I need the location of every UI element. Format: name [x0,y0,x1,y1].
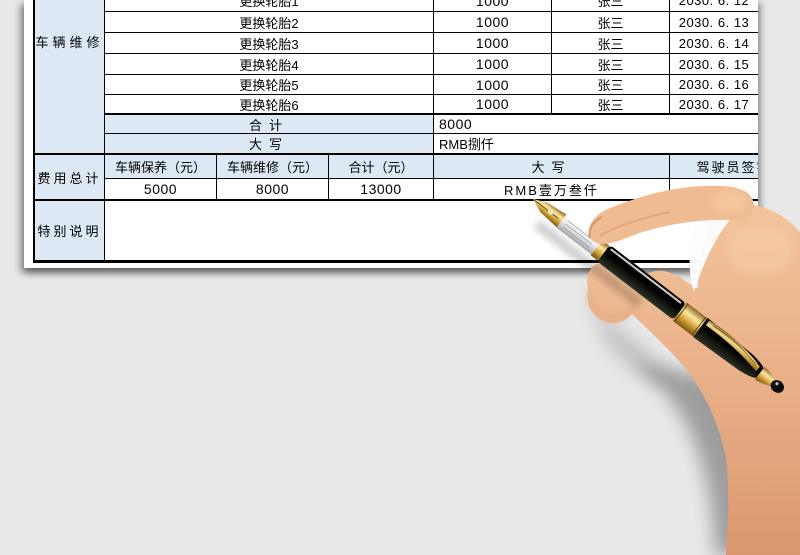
person-cell[interactable]: 张三 [552,95,670,114]
subtotal-label: 合计 [105,114,434,134]
date-cell[interactable]: 2030. 6. 17 [670,95,758,114]
amount-cell[interactable]: 1000 [434,12,552,33]
item-name-cell[interactable]: 更换轮胎5 [105,75,434,95]
amount-cell[interactable]: 1000 [434,0,552,12]
subtotal-value[interactable]: 8000 [434,114,758,134]
spreadsheet-page: 车辆维修 更换轮胎1 1000 张三 2030. 6. 12 更换轮胎2 100… [24,0,758,268]
pen-clip [705,320,760,372]
hand-pen-photo [533,185,800,555]
summary-header-repair: 车辆维修（元） [217,154,329,179]
item-name-cell[interactable]: 更换轮胎6 [105,95,434,114]
expense-table: 车辆维修 更换轮胎1 1000 张三 2030. 6. 12 更换轮胎2 100… [33,0,758,263]
amount-cell[interactable]: 1000 [434,33,552,54]
date-cell[interactable]: 2030. 6. 15 [670,54,758,75]
person-cell[interactable]: 张三 [552,75,670,95]
section-label-special-notes: 特别说明 [35,200,105,261]
section-label-total-cost: 费用总计 [35,154,105,200]
item-name-cell[interactable]: 更换轮胎1 [105,0,434,12]
summary-header-maintenance: 车辆保养（元） [105,154,217,179]
fountain-pen [533,199,784,393]
amount-cell[interactable]: 1000 [434,75,552,95]
section-label-vehicle-repair: 车辆维修 [35,0,105,154]
date-cell[interactable]: 2030. 6. 13 [670,12,758,33]
date-cell[interactable]: 2030. 6. 12 [670,0,758,12]
date-cell[interactable]: 2030. 6. 16 [670,75,758,95]
amount-cell[interactable]: 1000 [434,95,552,114]
summary-value-total[interactable]: 13000 [329,179,434,200]
item-name-cell[interactable]: 更换轮胎2 [105,12,434,33]
caps-value[interactable]: RMB捌仟 [434,134,758,154]
item-name-cell[interactable]: 更换轮胎3 [105,33,434,54]
summary-value-maintenance[interactable]: 5000 [105,179,217,200]
summary-header-caps: 大写 [434,154,670,179]
summary-header-total: 合计（元） [329,154,434,179]
summary-value-caps[interactable]: RMB壹万叁仟 [434,179,670,200]
pen-gold-band [672,302,708,337]
amount-cell[interactable]: 1000 [434,54,552,75]
person-cell[interactable]: 张三 [552,0,670,12]
person-cell[interactable]: 张三 [552,12,670,33]
summary-value-repair[interactable]: 8000 [217,179,329,200]
date-cell[interactable]: 2030. 6. 14 [670,33,758,54]
item-name-cell[interactable]: 更换轮胎4 [105,54,434,75]
person-cell[interactable]: 张三 [552,54,670,75]
caps-label: 大写 [105,134,434,154]
person-cell[interactable]: 张三 [552,33,670,54]
summary-header-driver-signature: 驾驶员签字 [670,154,758,179]
